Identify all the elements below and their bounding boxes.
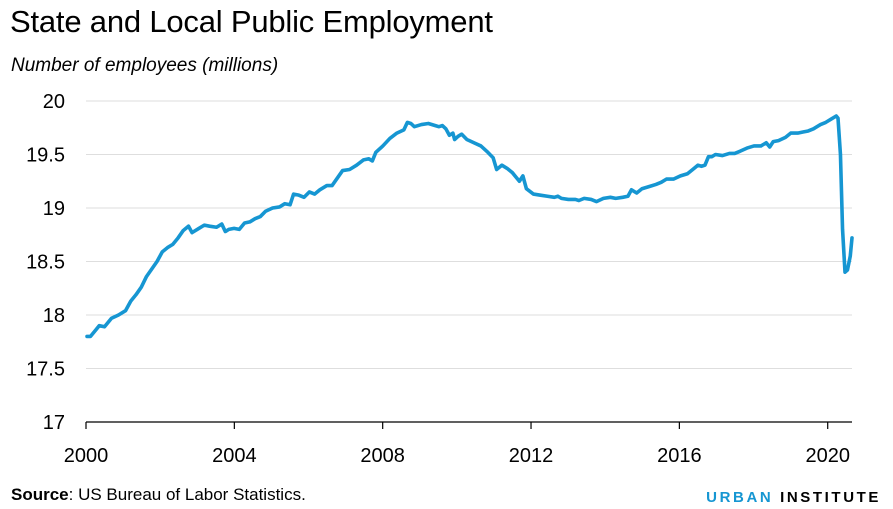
y-axis-ticks: 17 17.5 18 18.5 19 19.5 20 bbox=[26, 91, 65, 434]
y-tick-label: 19.5 bbox=[26, 145, 65, 167]
page-title: State and Local Public Employment bbox=[10, 4, 493, 39]
source-label: Source bbox=[11, 485, 69, 504]
y-tick-label: 20 bbox=[43, 91, 65, 113]
brand-word-institute: INSTITUTE bbox=[780, 489, 881, 506]
brand-word-urban: URBAN bbox=[706, 489, 774, 506]
urban-institute-logo: URBAN INSTITUTE bbox=[706, 489, 881, 506]
series-group bbox=[85, 114, 854, 339]
x-tick-label: 2016 bbox=[657, 445, 702, 467]
x-tick-label: 2000 bbox=[64, 445, 109, 467]
source-text: : US Bureau of Labor Statistics. bbox=[68, 485, 306, 504]
x-tick-label: 2004 bbox=[212, 445, 257, 467]
source-note: Source: US Bureau of Labor Statistics. bbox=[11, 485, 306, 505]
x-tick-label: 2020 bbox=[805, 445, 850, 467]
y-tick-label: 17.5 bbox=[26, 359, 65, 381]
x-axis: 2000 2004 2008 2012 2016 2020 bbox=[64, 421, 852, 467]
y-tick-label: 17 bbox=[43, 412, 65, 434]
x-tick-label: 2008 bbox=[360, 445, 405, 467]
y-tick-label: 18 bbox=[43, 305, 65, 327]
x-tick-label: 2012 bbox=[509, 445, 554, 467]
chart-subtitle: Number of employees (millions) bbox=[11, 55, 279, 76]
series-line-0 bbox=[85, 114, 854, 339]
y-tick-label: 19 bbox=[43, 198, 65, 220]
grid-lines bbox=[86, 100, 852, 369]
y-tick-label: 18.5 bbox=[26, 252, 65, 274]
